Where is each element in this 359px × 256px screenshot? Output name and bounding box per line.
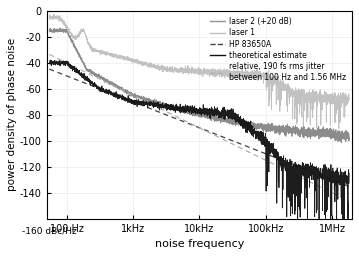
theoretical estimate <box>209 132 214 135</box>
HP 83650A <box>209 131 214 134</box>
laser 1 <box>58 27 62 30</box>
relative, 190 fs rms jitter
between 100 Hz and 1.56 MHz <box>162 103 167 106</box>
Line: relative, 190 fs rms jitter
between 100 Hz and 1.56 MHz: relative, 190 fs rms jitter between 100 … <box>49 60 349 228</box>
laser 1 <box>162 102 167 105</box>
laser 1 <box>175 107 180 110</box>
laser 2 (+20 dB) <box>162 66 167 69</box>
laser 2 (+20 dB) <box>347 96 351 99</box>
laser 1 <box>81 62 86 65</box>
theoretical estimate <box>225 140 230 143</box>
laser 1 <box>309 129 313 132</box>
relative, 190 fs rms jitter
between 100 Hz and 1.56 MHz <box>347 172 351 175</box>
laser 1 <box>47 28 51 31</box>
HP 83650A <box>190 123 194 126</box>
Line: laser 1: laser 1 <box>49 28 349 143</box>
HP 83650A <box>340 182 344 185</box>
laser 1 <box>99 77 103 80</box>
laser 2 (+20 dB) <box>341 95 345 98</box>
laser 1 <box>341 135 345 138</box>
theoretical estimate <box>347 199 351 202</box>
X-axis label: noise frequency: noise frequency <box>155 239 244 249</box>
Text: -160 dBc/Hz: -160 dBc/Hz <box>22 227 77 236</box>
HP 83650A <box>191 124 196 127</box>
HP 83650A <box>225 137 230 140</box>
laser 2 (+20 dB) <box>99 51 103 54</box>
relative, 190 fs rms jitter
between 100 Hz and 1.56 MHz <box>341 177 345 180</box>
relative, 190 fs rms jitter
between 100 Hz and 1.56 MHz <box>335 226 339 229</box>
laser 2 (+20 dB) <box>175 68 180 71</box>
theoretical estimate <box>340 196 344 199</box>
theoretical estimate <box>293 173 297 176</box>
relative, 190 fs rms jitter
between 100 Hz and 1.56 MHz <box>99 87 103 90</box>
laser 1 <box>347 133 351 136</box>
Line: theoretical estimate: theoretical estimate <box>49 55 349 201</box>
HP 83650A <box>293 164 297 167</box>
Legend: laser 2 (+20 dB), laser 1, HP 83650A, theoretical estimate, relative, 190 fs rms: laser 2 (+20 dB), laser 1, HP 83650A, th… <box>208 15 348 84</box>
laser 2 (+20 dB) <box>301 127 306 130</box>
HP 83650A <box>47 68 51 71</box>
theoretical estimate <box>47 53 51 56</box>
laser 2 (+20 dB) <box>309 93 313 96</box>
relative, 190 fs rms jitter
between 100 Hz and 1.56 MHz <box>48 58 52 61</box>
laser 1 <box>339 141 343 144</box>
Line: HP 83650A: HP 83650A <box>49 69 349 186</box>
laser 2 (+20 dB) <box>52 13 56 16</box>
Line: laser 2 (+20 dB): laser 2 (+20 dB) <box>49 14 349 129</box>
relative, 190 fs rms jitter
between 100 Hz and 1.56 MHz <box>309 166 313 169</box>
laser 2 (+20 dB) <box>47 16 51 19</box>
relative, 190 fs rms jitter
between 100 Hz and 1.56 MHz <box>47 61 51 64</box>
relative, 190 fs rms jitter
between 100 Hz and 1.56 MHz <box>81 74 86 77</box>
Y-axis label: power density of phase noise: power density of phase noise <box>7 38 17 191</box>
HP 83650A <box>347 185 351 188</box>
theoretical estimate <box>190 122 194 125</box>
theoretical estimate <box>191 123 196 126</box>
relative, 190 fs rms jitter
between 100 Hz and 1.56 MHz <box>175 104 180 108</box>
laser 2 (+20 dB) <box>81 30 86 33</box>
